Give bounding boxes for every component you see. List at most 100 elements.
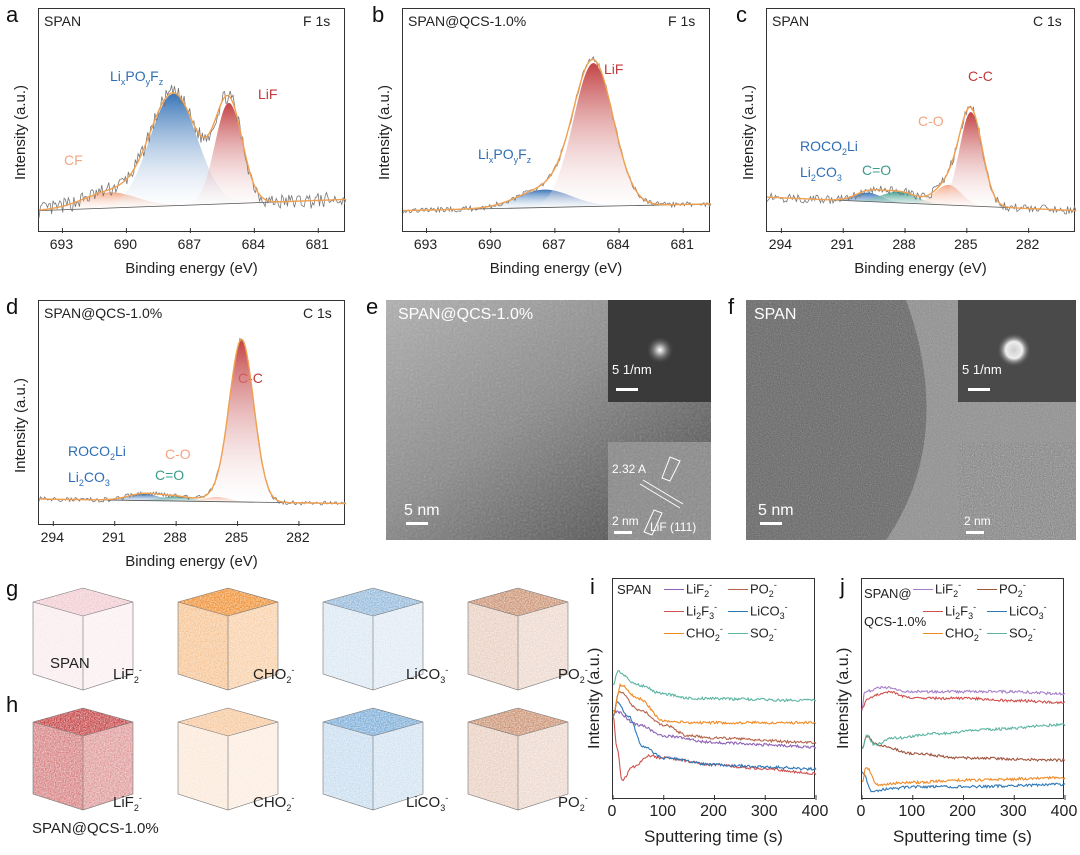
y-axis-label: Intensity (a.u.) xyxy=(740,84,757,180)
x-tick-label: 285 xyxy=(954,236,978,252)
peak-label-roco2li-li2co3: ROCO2Li Li2CO3 xyxy=(68,443,126,488)
tof-3d-cube xyxy=(322,587,424,691)
tof-3d-cube xyxy=(177,587,279,691)
tem-sample-label: SPAN@QCS-1.0% xyxy=(398,306,534,323)
panel-label-e: e xyxy=(366,294,379,319)
tof-3d-cube xyxy=(467,707,569,811)
x-tick-label: 300 xyxy=(999,803,1027,820)
x-tick-label: 687 xyxy=(177,236,202,252)
hrtem-inset: 2.32 A 2 nm LiF (111) xyxy=(608,442,711,540)
x-tick-label: 690 xyxy=(113,236,138,252)
x-tick-label: 690 xyxy=(478,236,502,252)
legend-item: SO2- xyxy=(728,624,777,643)
sample-label: SPAN@ QCS-1.0% xyxy=(864,586,927,629)
panel-label-i: i xyxy=(590,574,595,599)
series-line xyxy=(861,767,1066,787)
peak-label-lif: LiF xyxy=(258,86,278,102)
x-tick-label: 693 xyxy=(49,236,74,252)
panel-label-f: f xyxy=(728,294,735,319)
tem-scale-label: 5 nm xyxy=(404,502,440,519)
y-axis-label: Intensity (a.u.) xyxy=(12,84,29,180)
plot-area xyxy=(38,8,347,233)
legend-swatch xyxy=(923,632,943,635)
lattice-plane-label: LiF (111) xyxy=(650,520,697,534)
legend-label: CHO2- xyxy=(945,624,982,643)
x-tick-label: 400 xyxy=(801,803,829,820)
panel-label-d: d xyxy=(6,294,19,319)
cube-species-label: LiF2- xyxy=(113,793,142,813)
legend-item: LiCO3- xyxy=(987,602,1047,621)
plot-area xyxy=(861,578,1066,800)
legend-item: CHO2- xyxy=(664,624,723,643)
series-line xyxy=(861,690,1066,710)
sample-label: SPAN xyxy=(772,13,810,29)
core-level-label: F 1s xyxy=(668,13,696,29)
sample-label: SPAN@QCS-1.0% xyxy=(44,305,163,321)
legend-label: LiCO3- xyxy=(1009,602,1047,621)
series-line xyxy=(612,682,817,726)
legend-swatch xyxy=(987,610,1007,613)
legend-swatch xyxy=(987,632,1007,635)
legend-label: PO2- xyxy=(750,580,777,599)
cube-species-label: PO2- xyxy=(558,793,588,813)
panel-label-a: a xyxy=(6,2,19,27)
x-tick-label: 681 xyxy=(305,236,329,252)
peak-label-cf: CF xyxy=(64,152,83,168)
series-line xyxy=(612,691,817,745)
y-axis-label: Intensity (a.u.) xyxy=(376,84,393,180)
x-axis-label: Binding energy (eV) xyxy=(125,260,258,277)
series-line xyxy=(861,685,1066,711)
legend-item: LiF2- xyxy=(664,580,712,599)
peak-component-1 xyxy=(403,63,711,211)
fitted-envelope xyxy=(403,58,711,212)
series-line xyxy=(612,700,817,772)
peak-label-c-c: C-C xyxy=(968,68,993,84)
fft-scale-label: 5 1/nm xyxy=(962,362,1002,377)
legend-label: LiF2- xyxy=(686,580,713,599)
series-line xyxy=(861,735,1066,763)
legend-item: PO2- xyxy=(977,580,1026,599)
sample-label: SPAN@QCS-1.0% xyxy=(408,13,527,29)
fitted-envelope xyxy=(767,106,1077,212)
tof-3d-cube xyxy=(177,707,279,811)
legend-swatch xyxy=(728,632,748,635)
x-tick-label: 400 xyxy=(1050,803,1078,820)
x-tick-label: 285 xyxy=(224,529,249,545)
x-axis-label: Binding energy (eV) xyxy=(489,260,623,277)
cube-species-label: CHO2- xyxy=(253,665,295,685)
x-axis-label: Sputtering time (s) xyxy=(644,827,783,846)
y-axis-label: Intensity (a.u.) xyxy=(12,377,29,473)
y-axis-label: Intensity (a.u.) xyxy=(835,647,852,749)
x-axis-label: Binding energy (eV) xyxy=(125,553,258,570)
series-line xyxy=(612,669,817,703)
fft-scale-label: 5 1/nm xyxy=(612,362,652,377)
legend-item: PO2- xyxy=(728,580,777,599)
x-tick-label: 693 xyxy=(413,236,438,252)
x-tick-label: 288 xyxy=(892,236,916,252)
x-tick-label: 288 xyxy=(163,529,187,545)
x-tick-label: 0 xyxy=(856,803,866,820)
peak-component-1 xyxy=(39,496,346,504)
legend-item: LiF2- xyxy=(913,580,961,599)
x-axis-label: Binding energy (eV) xyxy=(854,260,987,277)
legend-swatch xyxy=(664,632,684,635)
fft-inset: 5 1/nm xyxy=(608,300,711,402)
x-tick-label: 684 xyxy=(606,236,630,252)
tem-scale-label: 5 nm xyxy=(758,502,794,519)
peak-label-lif: LiF xyxy=(604,61,624,77)
legend-swatch xyxy=(977,588,997,591)
x-tick-label: 294 xyxy=(40,529,64,545)
peak-label-lixpoyfz: LixPOyFz xyxy=(478,146,532,165)
sample-label-h: SPAN@QCS-1.0% xyxy=(32,820,159,837)
tof-3d-cube xyxy=(467,587,569,691)
peak-label-c-double-o: C=O xyxy=(155,467,185,483)
core-level-label: F 1s xyxy=(303,13,331,29)
peak-component-2 xyxy=(767,184,1076,211)
inset-scale-label: 2 nm xyxy=(612,514,639,528)
x-tick-label: 291 xyxy=(830,236,854,252)
core-level-label: C 1s xyxy=(1033,13,1062,29)
legend-label: LiF2- xyxy=(935,580,962,599)
legend-label: Li2F3- xyxy=(945,602,977,621)
tof-3d-cube xyxy=(32,707,134,811)
legend-label: LiCO3- xyxy=(750,602,788,621)
